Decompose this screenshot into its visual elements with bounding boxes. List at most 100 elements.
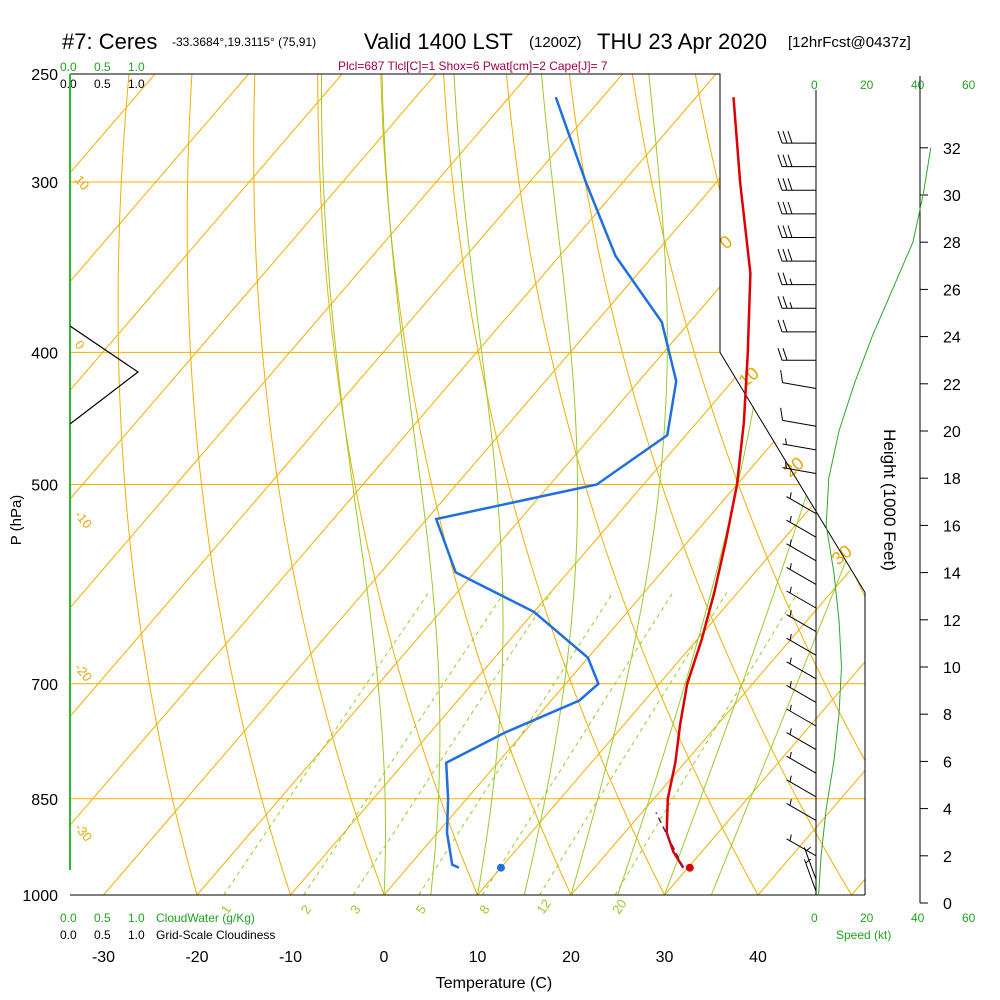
pressure-tick-label: 300 (31, 175, 58, 192)
dry-adiabat-line (820, 74, 865, 895)
isotherm-line (290, 74, 865, 895)
wind-barb-staff (786, 590, 817, 609)
mixing-ratio-line (539, 592, 728, 895)
dry-adiabat-line (568, 74, 852, 895)
wind-barb-half-flag (785, 461, 787, 469)
zulu-time: (1200Z) (529, 34, 582, 51)
mixing-ratio-line (352, 592, 552, 895)
wind-barb (777, 248, 816, 262)
scale-label: 0.5 (94, 911, 111, 925)
wind-barb-staff (786, 519, 817, 538)
wind-barb-half-flag (789, 633, 792, 641)
wind-barb-flag (777, 130, 783, 144)
wind-barb-flag (787, 130, 793, 144)
speed-tick-label: 60 (962, 911, 976, 925)
wind-barb-half-flag (789, 775, 792, 782)
wind-barb-half-flag (789, 302, 793, 309)
wind-barb-half-flag (789, 515, 792, 523)
wind-barb-flag (777, 348, 783, 361)
wind-barb-half-flag (789, 278, 793, 285)
speed-tick-label: 20 (860, 911, 874, 925)
wind-barb (777, 201, 816, 215)
mixing-ratio-label: 12 (533, 896, 554, 916)
wind-barb (786, 515, 817, 538)
height-tick-label: 0 (943, 896, 952, 913)
height-tick-label: 22 (943, 377, 961, 394)
chart-grid (70, 74, 865, 895)
wind-barb-half-flag (785, 438, 787, 445)
wind-barb-staff (782, 443, 817, 451)
scale-label: 1.0 (128, 928, 145, 942)
pressure-tick-label: 1000 (22, 888, 58, 905)
pressure-tick-label: 250 (31, 67, 58, 84)
height-tick-label: 2 (943, 849, 952, 866)
scale-label: 0.0 (60, 60, 77, 74)
wind-barb (786, 610, 817, 633)
mixing-ratio-label: 2 (298, 902, 314, 917)
wind-barb-flag (782, 319, 788, 333)
isotherm-line (70, 74, 343, 895)
speed-tick-label: 0 (811, 78, 818, 92)
pressure-tick-label: 400 (31, 345, 58, 362)
isotherm-label: -20 (72, 660, 96, 684)
wind-barb (777, 319, 816, 333)
wind-barb-staff (803, 847, 817, 880)
height-tick-label: 18 (943, 471, 961, 488)
wind-barb-half-flag (789, 834, 792, 841)
scale-label: 0.0 (60, 928, 77, 942)
moist-adiabat-line (570, 74, 668, 895)
isotherm-label: 10 (72, 172, 93, 193)
sounding-profiles (434, 96, 752, 872)
wind-barb (803, 846, 817, 880)
isotherm-label: 0 (72, 337, 88, 352)
speed-tick-label: 0 (811, 911, 818, 925)
wind-barb-staff (786, 637, 817, 656)
wind-barb-staff (786, 496, 817, 515)
wind-barb-staff (782, 382, 817, 390)
cloudwater-label: CloudWater (g/Kg) (156, 911, 255, 925)
wind-barb-half-flag (789, 492, 792, 499)
moist-adiabat-line (523, 74, 578, 895)
wind-barb-flag (777, 201, 783, 215)
wind-barb-staff (782, 467, 817, 474)
wind-barb-flag (777, 319, 783, 333)
mixing-ratio-line (418, 592, 614, 895)
pressure-tick-label: 500 (31, 478, 58, 495)
sounding-indices: Plcl=687 Tlcl[C]=1 Shox=6 Pwat[cm]=2 Cap… (338, 59, 608, 73)
wind-barb-flag (787, 178, 793, 191)
wind-barb-staff (786, 614, 817, 633)
moist-adiabat-line (453, 74, 504, 895)
wind-barb-flag (782, 225, 788, 238)
wind-barb-flag (787, 201, 793, 215)
temperature-tick-label: -30 (92, 949, 115, 966)
wind-barb-staff (782, 419, 817, 427)
wind-barb-flag (787, 154, 793, 167)
wind-barb-staff (786, 661, 817, 680)
height-axis-title: Height (1000 Feet) (880, 429, 899, 571)
speed-tick-label: 40 (911, 78, 925, 92)
bottom-cloudwater-scale: 0.0 0.5 1.0 CloudWater (g/Kg) 0.0 0.5 1.… (60, 911, 275, 942)
wind-barb (786, 704, 817, 727)
isotherm-line (70, 74, 530, 895)
temperature-tick-label: -20 (185, 949, 208, 966)
wind-barb-flag (777, 296, 783, 309)
speed-tick-label: 60 (962, 78, 976, 92)
surface-dewpoint-point (496, 863, 505, 872)
wind-barb (803, 858, 817, 892)
wind-barb-staff (786, 755, 817, 774)
dry-adiabat-label: 0 (716, 231, 737, 253)
dry-adiabat-line (506, 74, 759, 895)
wind-barb-flag (782, 154, 788, 167)
cloudiness-label: Grid-Scale Cloudiness (156, 928, 275, 942)
dry-adiabat-line (380, 74, 572, 895)
wind-barb-staff (786, 708, 817, 727)
scale-label: 1.0 (128, 77, 145, 91)
wind-barb-flag (782, 201, 788, 215)
wind-barb-flag (780, 407, 784, 421)
isotherm-line (70, 74, 623, 895)
scale-label: 0.5 (94, 60, 111, 74)
wind-barb (777, 296, 816, 309)
wind-barb-staff (786, 543, 817, 562)
